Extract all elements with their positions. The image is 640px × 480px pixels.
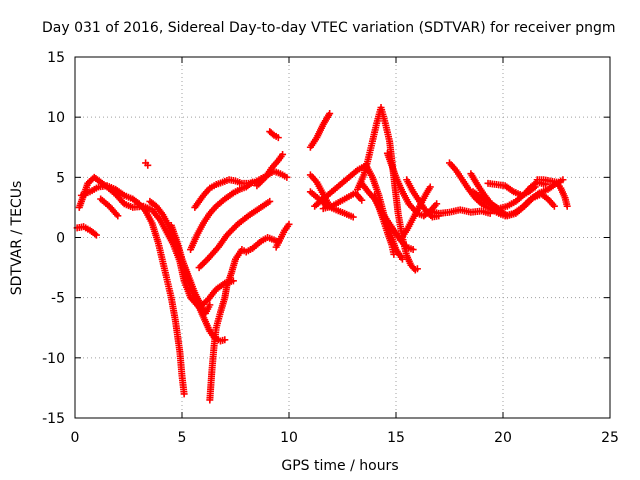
data-point xyxy=(531,183,539,191)
y-tick-label: 15 xyxy=(47,50,65,66)
y-tick-label: 0 xyxy=(56,231,65,247)
data-point xyxy=(266,197,274,205)
series-arc-14 xyxy=(272,220,293,251)
data-point xyxy=(433,200,441,208)
series-arc-25 xyxy=(396,183,434,244)
series-arc-11 xyxy=(195,197,274,272)
plot-frame xyxy=(74,56,611,419)
data-point xyxy=(269,130,277,138)
x-tick-label: 0 xyxy=(71,430,80,446)
series-arc-24 xyxy=(403,176,443,221)
data-point xyxy=(285,220,293,228)
data-point xyxy=(398,255,406,263)
x-tick-label: 25 xyxy=(601,430,619,446)
data-point xyxy=(326,110,334,118)
y-axis-label: SDTVAR / TECUs xyxy=(9,181,25,296)
series-arc-5 xyxy=(142,159,152,169)
series-arc-30 xyxy=(484,179,539,199)
data-marks xyxy=(73,104,571,404)
y-tick-label: -10 xyxy=(42,351,65,367)
x-tick-label: 20 xyxy=(494,430,512,446)
y-tick-label: 5 xyxy=(56,170,65,186)
series-arc-26 xyxy=(426,206,494,217)
chart-title: Day 031 of 2016, Sidereal Day-to-day VTE… xyxy=(42,20,616,36)
data-point xyxy=(563,202,571,210)
series-arc-4 xyxy=(97,195,122,220)
x-tick-label: 15 xyxy=(387,430,405,446)
series-arc-2 xyxy=(75,173,237,311)
series-arc-15 xyxy=(306,110,334,151)
data-point xyxy=(413,265,421,273)
data-point xyxy=(206,301,214,309)
series-arc-13 xyxy=(266,128,282,142)
data-point xyxy=(358,196,366,204)
x-tick-label: 10 xyxy=(280,430,298,446)
data-point xyxy=(349,213,357,221)
data-point xyxy=(279,150,287,158)
data-point xyxy=(229,277,237,285)
series-arc-12 xyxy=(253,150,287,190)
data-point xyxy=(550,202,558,210)
series-arc-31 xyxy=(533,176,571,210)
x-axis-label: GPS time / hours xyxy=(281,458,398,474)
data-point xyxy=(390,250,398,258)
y-axis: -15 -10 -5 0 5 10 15 xyxy=(42,50,610,427)
series-arc-1 xyxy=(73,223,100,239)
series-arc-8 xyxy=(206,234,282,404)
data-point xyxy=(92,231,100,239)
data-point xyxy=(114,212,122,220)
y-tick-label: -5 xyxy=(51,291,65,307)
data-point xyxy=(180,390,188,398)
series-arc-22 xyxy=(371,191,398,258)
data-point xyxy=(274,134,282,142)
data-point xyxy=(283,173,291,181)
data-point xyxy=(409,246,417,254)
y-tick-label: -15 xyxy=(42,411,65,427)
data-point xyxy=(559,176,567,184)
data-point xyxy=(426,183,434,191)
x-tick-label: 5 xyxy=(178,430,187,446)
series-arc-21 xyxy=(358,179,417,254)
y-tick-label: 10 xyxy=(47,110,65,126)
series-arc-7 xyxy=(167,221,229,345)
data-point xyxy=(144,161,152,169)
data-point xyxy=(221,336,229,344)
series-arc-19 xyxy=(319,189,366,213)
series-arc-3 xyxy=(77,182,188,398)
x-axis: 0 5 10 15 20 25 xyxy=(71,57,619,446)
